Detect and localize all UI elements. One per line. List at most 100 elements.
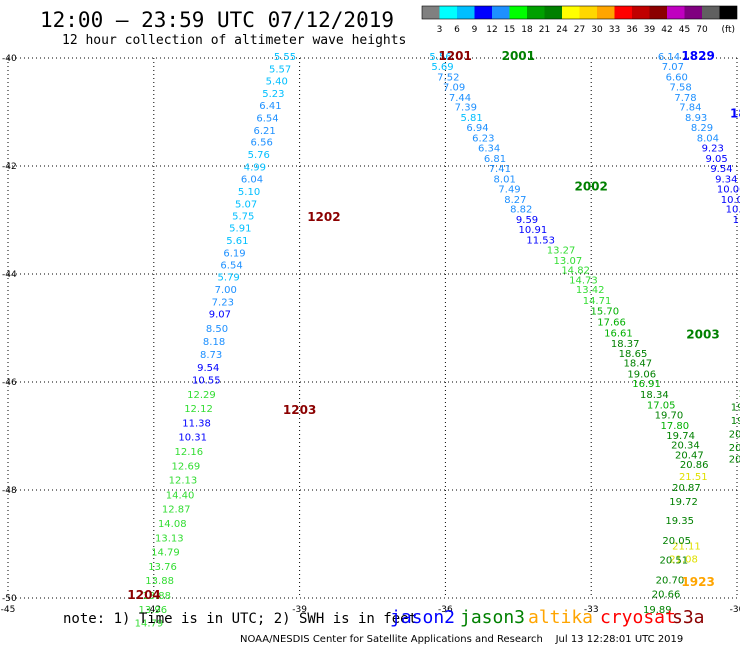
wave-height-point: 14.71 bbox=[583, 296, 612, 307]
wave-height-point: 17.80 bbox=[660, 421, 689, 432]
timestamp: Jul 13 12:28:01 UTC 2019 bbox=[555, 634, 684, 645]
wave-height-point: 11.6 bbox=[733, 215, 740, 226]
wave-height-point: 8.73 bbox=[200, 350, 222, 361]
time-label: 1203 bbox=[283, 403, 316, 417]
wave-height-point: 7.78 bbox=[674, 93, 696, 104]
wave-height-point: 20.70 bbox=[656, 576, 685, 587]
wave-height-point: 7.41 bbox=[489, 164, 511, 175]
satellite-label-cryosat: cryosat bbox=[600, 607, 676, 628]
colorbar-swatch bbox=[439, 6, 457, 19]
colorbar-swatch bbox=[509, 6, 527, 19]
footnote: note: 1) Time is in UTC; 2) SWH is in fe… bbox=[63, 611, 418, 627]
wave-height-point: 5.40 bbox=[266, 77, 288, 88]
credit-line: NOAA/NESDIS Center for Satellite Applica… bbox=[240, 634, 683, 645]
satellite-label-jason2: jason2 bbox=[390, 607, 456, 628]
wave-height-point: 11.53 bbox=[526, 235, 555, 246]
colorbar-tick: 9 bbox=[472, 25, 478, 35]
wave-height-point: 5.81 bbox=[461, 113, 483, 124]
wave-height-point: 5.79 bbox=[218, 273, 240, 284]
satellite-label-altika: altika bbox=[528, 607, 594, 628]
wave-height-point: 6.56 bbox=[251, 138, 273, 149]
wave-height-point: 5.76 bbox=[248, 150, 270, 161]
colorbar-swatch bbox=[684, 6, 702, 19]
wave-height-point: 12.69 bbox=[172, 462, 201, 473]
wave-height-point: 9.59 bbox=[516, 215, 538, 226]
wave-height-point: 21.11 bbox=[672, 542, 701, 553]
wave-height-point: 10.91 bbox=[519, 225, 548, 236]
wave-height-point: 8.18 bbox=[203, 337, 225, 348]
colorbar-swatch bbox=[492, 6, 510, 19]
colorbar-swatch bbox=[579, 6, 597, 19]
wave-height-point: 12.16 bbox=[174, 447, 203, 458]
time-label: 1204 bbox=[127, 588, 160, 602]
wave-height-point: 12.12 bbox=[184, 404, 213, 415]
wave-height-point: 13.96 bbox=[139, 605, 168, 616]
colorbar-tick: 24 bbox=[556, 25, 568, 35]
wave-height-point: 19.72 bbox=[669, 497, 698, 508]
wave-height-point: 6.04 bbox=[241, 174, 263, 185]
colorbar-tick: 42 bbox=[661, 25, 672, 35]
wave-height-point: 13.76 bbox=[148, 562, 177, 573]
wave-height-point: 9.05 bbox=[705, 154, 727, 165]
wave-height-point: 13.27 bbox=[547, 246, 576, 257]
wave-height-point: 19.9 bbox=[731, 416, 740, 427]
wave-height-point: 7.58 bbox=[669, 83, 691, 94]
colorbar-swatch bbox=[562, 6, 580, 19]
wave-height-point: 19.35 bbox=[665, 516, 694, 527]
wave-height-point: 12.29 bbox=[187, 390, 216, 401]
colorbar-swatch bbox=[719, 6, 737, 19]
wave-height-point: 8.29 bbox=[691, 123, 713, 134]
time-label: 1829 bbox=[681, 49, 714, 63]
wave-height-point: 17.66 bbox=[597, 318, 626, 329]
colorbar-swatch bbox=[544, 6, 562, 19]
colorbar-unit: (ft) bbox=[721, 25, 735, 35]
wave-height-point: 20.3 bbox=[729, 429, 740, 440]
wave-height-point: 20.86 bbox=[680, 460, 709, 471]
wave-height-point: 18.47 bbox=[624, 359, 653, 370]
wave-height-point: 8.01 bbox=[494, 174, 516, 185]
wave-height-point: 6.81 bbox=[484, 154, 506, 165]
colorbar-frame bbox=[421, 5, 738, 20]
time-label: 1202 bbox=[307, 210, 340, 224]
y-tick-label: -40 bbox=[2, 54, 17, 64]
wave-height-point: 20.51 bbox=[659, 556, 688, 567]
wave-height-point: 10.00 bbox=[717, 185, 740, 196]
colorbar-tick: 12 bbox=[486, 25, 497, 35]
colorbar-swatch bbox=[527, 6, 545, 19]
wave-height-point: 12.13 bbox=[169, 476, 198, 487]
wave-height-point: 6.60 bbox=[666, 72, 688, 83]
wave-height-point: 7.23 bbox=[212, 298, 234, 309]
time-label: 2001 bbox=[502, 49, 535, 63]
x-tick-label: -39 bbox=[292, 605, 307, 615]
wave-height-point: 7.44 bbox=[449, 93, 471, 104]
x-tick-label: -36 bbox=[438, 605, 453, 615]
wave-height-point: 9.07 bbox=[209, 309, 231, 320]
colorbar-tick: 39 bbox=[644, 25, 656, 35]
wave-height-point: 5.10 bbox=[238, 187, 260, 198]
wave-height-point: 7.39 bbox=[455, 103, 477, 114]
colorbar-swatch bbox=[702, 6, 720, 19]
wave-height-point: 9.54 bbox=[197, 363, 219, 374]
colorbar-legend: 3 6 9 12 15 18 21 24 27 30 33 36 39 42 45 70 (ft) bbox=[421, 5, 738, 35]
wave-height-point: 6.14 bbox=[658, 52, 680, 63]
wave-height-point: 9.54 bbox=[710, 164, 732, 175]
wave-height-point: 13.42 bbox=[576, 285, 605, 296]
wave-height-point: 20.87 bbox=[672, 483, 701, 494]
wave-height-point: 7.49 bbox=[498, 185, 520, 196]
wave-height-point: 7.00 bbox=[215, 285, 237, 296]
wave-height-point: 14.73 bbox=[569, 275, 598, 286]
colorbar-swatch bbox=[649, 6, 667, 19]
chart-title: 12:00 — 23:59 UTC 07/12/2019 bbox=[40, 8, 395, 32]
wave-height-point: 16.61 bbox=[604, 328, 633, 339]
wave-height-point: 14.82 bbox=[561, 266, 590, 277]
y-tick-label: -42 bbox=[2, 162, 17, 172]
wave-height-point: 18.65 bbox=[619, 349, 648, 360]
wave-height-point: 5.69 bbox=[431, 62, 453, 73]
wave-height-point: 4.99 bbox=[244, 163, 266, 174]
wave-height-point: 20.47 bbox=[675, 450, 704, 461]
x-tick-label: -30 bbox=[730, 605, 740, 615]
colorbar-tick: 21 bbox=[539, 25, 550, 35]
colorbar-swatch bbox=[474, 6, 492, 19]
